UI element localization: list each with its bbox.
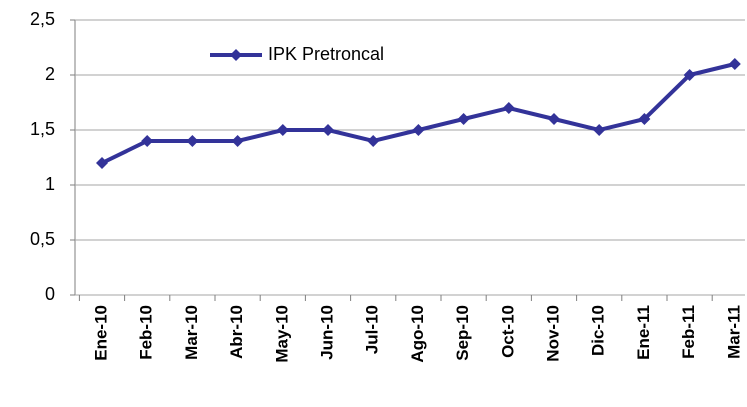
y-tick-label: 2: [45, 64, 55, 84]
x-tick-label: Mar-11: [724, 305, 743, 359]
marker: [502, 102, 515, 114]
marker: [548, 113, 560, 125]
x-tick-label: Mar-10: [182, 305, 201, 360]
marker: [593, 124, 606, 136]
x-tick-label: Feb-11: [679, 305, 698, 359]
marker: [457, 113, 470, 125]
x-tick-label: May-10: [272, 305, 291, 363]
marker: [638, 113, 651, 125]
marker: [186, 135, 199, 147]
y-tick-label: 0,5: [30, 229, 55, 249]
x-tick-label: Feb-10: [137, 305, 156, 360]
x-tick-label: Jun-10: [317, 305, 336, 360]
marker: [141, 135, 154, 147]
marker: [96, 157, 108, 169]
marker: [683, 69, 696, 81]
marker: [322, 124, 334, 136]
marker: [412, 124, 425, 136]
y-tick-label: 1: [45, 174, 55, 194]
legend-label: IPK Pretroncal: [268, 44, 384, 64]
marker: [728, 58, 741, 70]
y-tick-label: 1,5: [30, 119, 55, 139]
x-tick-label: Dic-10: [589, 305, 608, 356]
marker: [230, 49, 242, 61]
x-tick-label: Nov-10: [543, 305, 562, 362]
x-tick-label: Oct-10: [498, 305, 517, 358]
series-line: [101, 62, 736, 165]
marker: [276, 124, 289, 136]
x-tick-label: Ene-10: [91, 305, 110, 361]
y-tick-label: 2,5: [30, 9, 55, 29]
x-tick-label: Ene-11: [634, 305, 653, 360]
marker: [367, 135, 380, 147]
y-tick-label: 0: [45, 284, 55, 304]
x-tick-label: Jul-10: [363, 305, 382, 354]
x-tick-label: Abr-10: [227, 305, 246, 359]
x-tick-label: Ago-10: [408, 305, 427, 363]
x-tick-label: Sep-10: [453, 305, 472, 361]
marker: [231, 135, 244, 147]
